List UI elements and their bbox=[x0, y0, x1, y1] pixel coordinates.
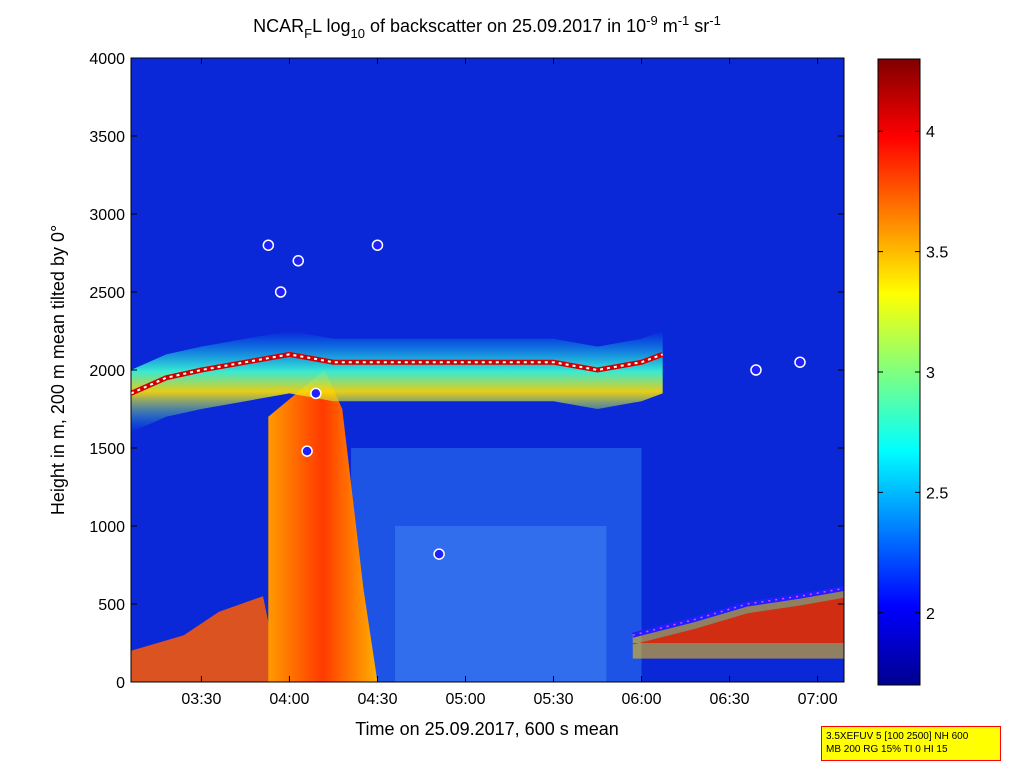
cloud-marker bbox=[750, 364, 762, 376]
cloud-layer-glow bbox=[131, 331, 663, 433]
y-tick-label: 500 bbox=[98, 597, 125, 614]
y-axis: 0 500 1000 1500 2000 2500 3000 3500 4000 bbox=[89, 51, 844, 692]
cloud-marker bbox=[310, 387, 322, 400]
chart-title: NCARFL log10 of backscatter on 25.09.201… bbox=[253, 13, 721, 41]
bl-top-markers bbox=[632, 587, 844, 636]
y-tick-label: 3000 bbox=[89, 207, 125, 224]
x-tick-label: 05:00 bbox=[445, 691, 485, 708]
cloud-marker bbox=[433, 548, 445, 560]
x-tick-label: 06:30 bbox=[710, 691, 750, 708]
x-tick-label: 03:30 bbox=[181, 691, 221, 708]
plot-area bbox=[131, 58, 844, 682]
boundary-layer-right bbox=[632, 597, 844, 645]
y-tick-label: 1000 bbox=[89, 519, 125, 536]
info-line-1: 3.5XEFUV 5 [100 2500] NH 600 bbox=[826, 731, 969, 742]
info-line-2: MB 200 RG 15% TI 0 HI 15 bbox=[826, 744, 948, 755]
aerosol-haze-core bbox=[395, 526, 607, 682]
colorbar-tick-label: 2 bbox=[926, 606, 935, 623]
cloud-marker bbox=[262, 239, 275, 251]
y-tick-label: 2500 bbox=[89, 285, 125, 302]
cloud-base-markers bbox=[131, 353, 664, 395]
cloud-marker bbox=[292, 255, 304, 267]
colorbar-tick-label: 3.5 bbox=[926, 245, 948, 262]
colorbar-tick-label: 2.5 bbox=[926, 485, 948, 502]
boundary-layer-left bbox=[131, 596, 281, 682]
x-axis: 03:30 04:00 04:30 05:00 05:30 06:00 06:30 07:00 bbox=[181, 58, 838, 708]
y-tick-label: 3500 bbox=[89, 129, 125, 146]
y-axis-label: Height in m, 200 m mean tilted by 0° bbox=[48, 225, 68, 515]
cloud-marker bbox=[274, 286, 287, 298]
aerosol-haze-region bbox=[351, 448, 642, 682]
dense-plume bbox=[268, 370, 378, 682]
x-axis-label: Time on 25.09.2017, 600 s mean bbox=[355, 719, 619, 739]
cloud-marker bbox=[301, 445, 313, 457]
colorbar bbox=[877, 58, 921, 686]
colorbar-tick-label: 3 bbox=[926, 365, 935, 382]
y-tick-label: 2000 bbox=[89, 363, 125, 380]
y-tick-label: 1500 bbox=[89, 441, 125, 458]
x-tick-label: 04:30 bbox=[357, 691, 397, 708]
colorbar-tick-label: 4 bbox=[926, 124, 935, 141]
cloud-marker bbox=[794, 356, 806, 368]
x-tick-label: 05:30 bbox=[533, 691, 573, 708]
y-tick-label: 4000 bbox=[89, 51, 125, 68]
x-tick-label: 06:00 bbox=[622, 691, 662, 708]
colorbar-axis: 2 2.5 3 3.5 4 bbox=[878, 124, 948, 623]
x-tick-label: 07:00 bbox=[798, 691, 838, 708]
cloud-marker bbox=[371, 239, 384, 251]
x-tick-label: 04:00 bbox=[269, 691, 309, 708]
y-tick-label: 0 bbox=[116, 675, 125, 692]
settings-info-box: 3.5XEFUV 5 [100 2500] NH 600 MB 200 RG 1… bbox=[821, 726, 1001, 761]
